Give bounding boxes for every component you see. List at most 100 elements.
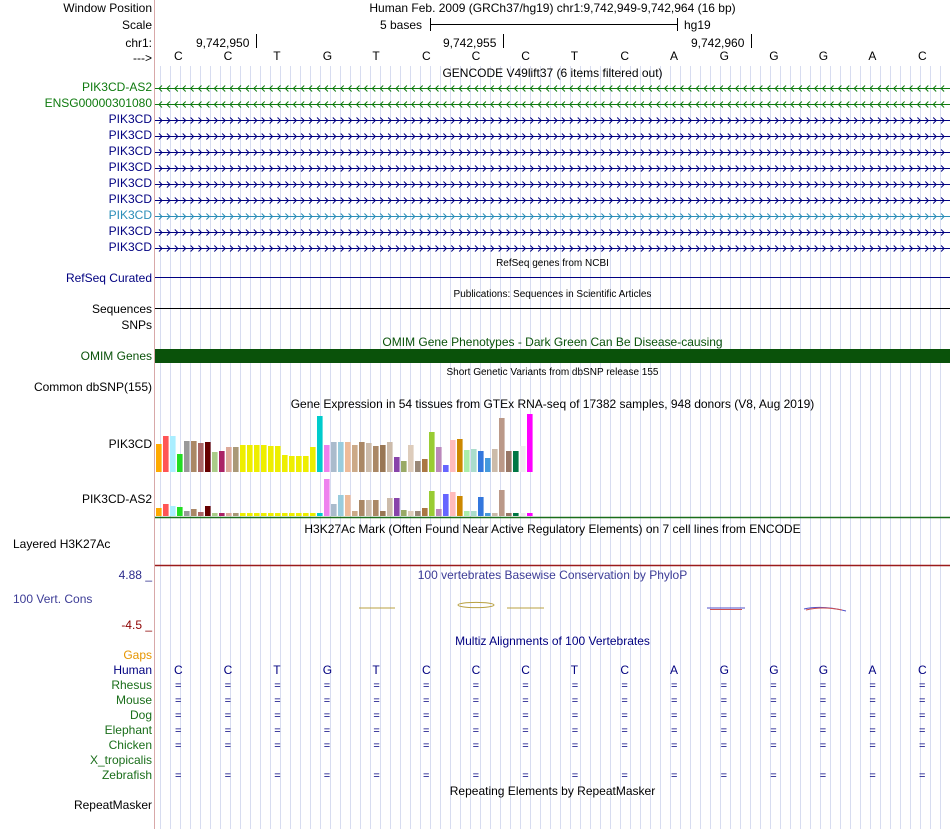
chevron-mark bbox=[474, 245, 479, 252]
gencode-item-label[interactable]: PIK3CD bbox=[108, 240, 152, 254]
chevron-mark bbox=[260, 85, 266, 92]
chevron-mark bbox=[190, 117, 195, 124]
species-label[interactable]: Zebrafish bbox=[101, 768, 152, 782]
chevron-mark bbox=[640, 197, 645, 204]
chevron-mark bbox=[356, 197, 361, 204]
repeatmasker-label[interactable]: RepeatMasker bbox=[73, 798, 152, 812]
chevron-mark bbox=[553, 213, 558, 220]
gencode-item-label[interactable]: PIK3CD bbox=[108, 208, 152, 222]
gencode-item-label[interactable]: PIK3CD bbox=[108, 160, 152, 174]
chevron-mark bbox=[174, 213, 179, 220]
chevron-mark bbox=[490, 85, 495, 92]
chevron-mark bbox=[719, 85, 724, 92]
chevron-mark bbox=[553, 181, 558, 188]
snps-label[interactable]: SNPs bbox=[121, 318, 152, 332]
chevron-mark bbox=[419, 245, 424, 252]
human-label[interactable]: Human bbox=[113, 663, 152, 677]
species-label[interactable]: Chicken bbox=[108, 738, 152, 752]
chevron-mark bbox=[845, 133, 851, 140]
chevron-mark bbox=[522, 165, 527, 172]
chevron-mark bbox=[190, 149, 195, 156]
chevron-mark bbox=[577, 149, 582, 156]
chevron-mark bbox=[719, 165, 724, 172]
chevron-mark bbox=[529, 133, 535, 140]
chevron-mark bbox=[395, 229, 400, 236]
conservation-label[interactable]: 100 Vert. Cons bbox=[13, 592, 93, 606]
gtex-tissue-bar bbox=[212, 513, 218, 516]
gencode-item-label[interactable]: PIK3CD bbox=[108, 112, 152, 126]
omim-title: OMIM Gene Phenotypes - Dark Green Can Be… bbox=[382, 335, 723, 349]
gencode-item-label[interactable]: PIK3CD bbox=[108, 144, 152, 158]
alignment-match: = bbox=[522, 725, 529, 737]
alignment-match: = bbox=[423, 695, 430, 707]
chevron-mark bbox=[482, 133, 487, 140]
chevron-mark bbox=[340, 117, 345, 124]
chevron-mark bbox=[822, 133, 827, 140]
chevron-mark bbox=[679, 101, 684, 108]
gencode-item-label[interactable]: PIK3CD-AS2 bbox=[81, 80, 152, 94]
chevron-mark bbox=[245, 245, 250, 252]
chevron-mark bbox=[537, 117, 542, 124]
gaps-label[interactable]: Gaps bbox=[123, 648, 152, 662]
species-label[interactable]: Elephant bbox=[104, 723, 152, 737]
chevron-mark bbox=[924, 245, 930, 252]
alignment-match: = bbox=[323, 695, 331, 707]
chevron-mark bbox=[822, 213, 827, 220]
conservation-min-label: -4.5 _ bbox=[121, 618, 152, 632]
chevron-mark bbox=[900, 85, 905, 92]
gencode-item-label[interactable]: PIK3CD bbox=[108, 128, 152, 142]
chevron-mark bbox=[869, 197, 874, 204]
gtex-gene-label[interactable]: PIK3CD bbox=[108, 437, 152, 451]
chevron-mark bbox=[877, 85, 882, 92]
chevron-mark bbox=[221, 213, 226, 220]
chevron-mark bbox=[782, 149, 787, 156]
chevron-mark bbox=[727, 149, 732, 156]
chevron-mark bbox=[901, 165, 906, 172]
h3k27ac-label[interactable]: Layered H3K27Ac bbox=[13, 537, 111, 551]
chevron-mark bbox=[443, 229, 448, 236]
chevron-mark bbox=[174, 197, 179, 204]
dbsnp-label[interactable]: Common dbSNP(155) bbox=[33, 380, 152, 394]
gtex-gene-label[interactable]: PIK3CD-AS2 bbox=[81, 492, 152, 506]
gtex-tissue-bar bbox=[415, 461, 421, 472]
chevron-mark bbox=[664, 133, 669, 140]
species-label[interactable]: Rhesus bbox=[111, 678, 152, 692]
gencode-item-label[interactable]: PIK3CD bbox=[108, 176, 152, 190]
chevron-mark bbox=[735, 133, 740, 140]
chevron-mark bbox=[924, 181, 930, 188]
publications-label[interactable]: Sequences bbox=[91, 302, 152, 316]
chevron-mark bbox=[687, 229, 693, 236]
alignment-match: = bbox=[819, 680, 827, 692]
species-label[interactable]: X_tropicalis bbox=[89, 753, 152, 767]
species-label[interactable]: Dog bbox=[129, 708, 152, 722]
chevron-mark bbox=[458, 101, 463, 108]
chevron-mark bbox=[458, 181, 463, 188]
chevron-mark bbox=[593, 165, 598, 172]
chevron-mark bbox=[229, 229, 234, 236]
chevron-mark bbox=[166, 213, 171, 220]
chevron-mark bbox=[529, 101, 534, 108]
refseq-label[interactable]: RefSeq Curated bbox=[65, 271, 152, 285]
chevron-mark bbox=[339, 85, 345, 92]
chevron-mark bbox=[253, 181, 258, 188]
species-label[interactable]: Mouse bbox=[115, 693, 152, 707]
gencode-item-label[interactable]: PIK3CD bbox=[108, 224, 152, 238]
chevron-mark bbox=[885, 229, 890, 236]
alignment-match: = bbox=[274, 725, 281, 737]
chevron-mark bbox=[505, 85, 510, 92]
chevron-mark bbox=[814, 149, 819, 156]
gtex-tissue-bar bbox=[345, 495, 351, 516]
alignment-match: = bbox=[770, 770, 777, 782]
omim-label[interactable]: OMIM Genes bbox=[80, 349, 152, 363]
chrom-label: chr1: bbox=[125, 36, 152, 50]
gencode-item-label[interactable]: ENSG00000301080 bbox=[44, 96, 152, 110]
chevron-mark bbox=[640, 133, 645, 140]
chevron-mark bbox=[759, 181, 764, 188]
gtex-tissue-bar bbox=[296, 513, 302, 516]
gencode-strand-chevrons bbox=[158, 149, 945, 156]
chevron-mark bbox=[569, 149, 574, 156]
chevron-mark bbox=[443, 133, 448, 140]
gencode-item-label[interactable]: PIK3CD bbox=[108, 192, 152, 206]
chevron-mark bbox=[213, 213, 219, 220]
